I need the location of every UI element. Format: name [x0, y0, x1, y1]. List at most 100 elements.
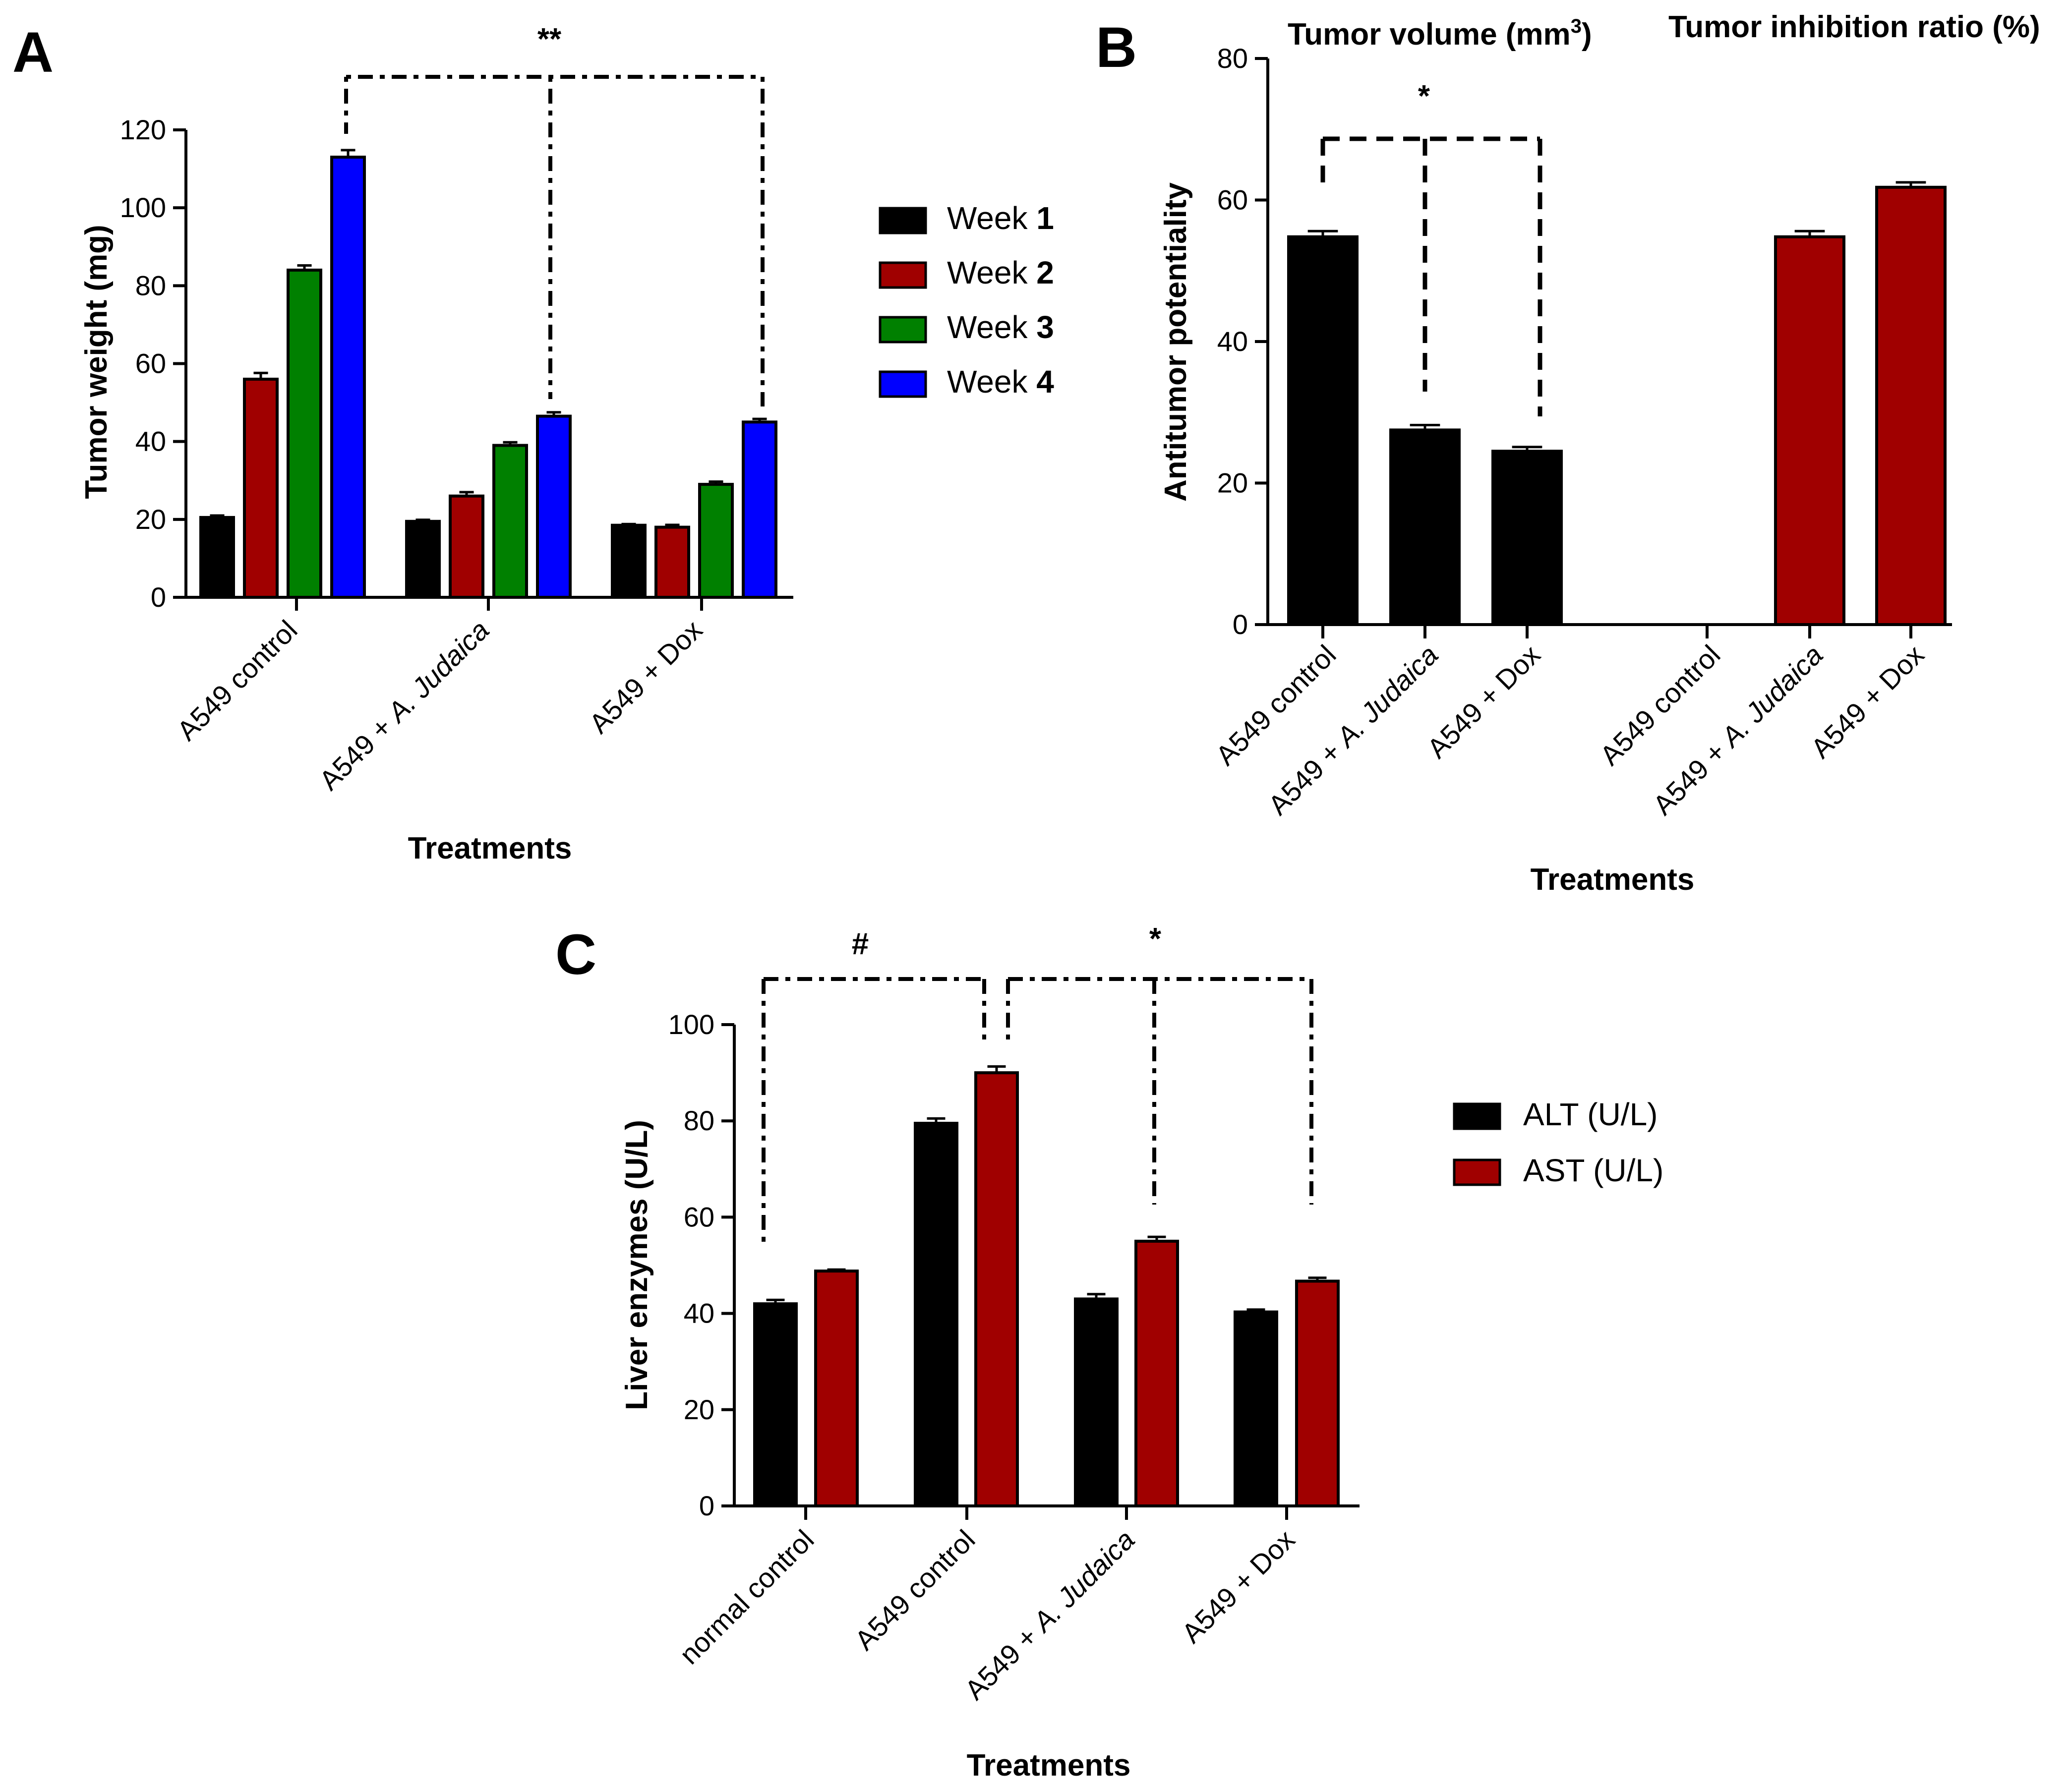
panel-a-y-tick-label: 80 — [135, 270, 166, 301]
panel-b-bar-group2-a549-a-judaica — [1774, 235, 1845, 627]
panel-c-bar-alt-u-l-normal-control-error-bar — [766, 1298, 785, 1304]
panel-c-bar-alt-u-l-normal-control — [753, 1302, 798, 1507]
panel-a-legend-swatch-week-2 — [879, 261, 927, 289]
panel-c-bar-ast-u-l-a549-a-judaica-error-bar — [1147, 1235, 1166, 1241]
panel-c-y-tick-label: 20 — [684, 1394, 714, 1425]
panel-a-y-tick-label: 20 — [135, 504, 166, 535]
panel-c-bar-alt-u-l-a549-dox — [1234, 1310, 1278, 1507]
panel-c-bar-ast-u-l-a549-dox-error-bar — [1308, 1276, 1327, 1281]
panel-a-significance: ** — [537, 22, 562, 57]
panel-c-significance-bracket-right — [1006, 977, 1313, 1205]
panel-b-significance: * — [1418, 79, 1430, 114]
panel-c-bar-alt-u-l-a549-control-error-bar — [927, 1117, 946, 1124]
panel-c-bar-alt-u-l-a549-control — [914, 1122, 958, 1507]
panel-c-y-tick-label: 60 — [684, 1201, 714, 1232]
panel-b-y-tick-label: 0 — [1233, 609, 1248, 640]
panel-b-bar-group1-a549-control-error-bar — [1307, 230, 1338, 237]
panel-b-bar-group2-a549-dox — [1875, 185, 1947, 626]
panel-a-bar-week-4-a549-dox — [742, 420, 777, 599]
panel-a-y-ticks: 0 20 40 60 80 100 120 — [120, 114, 186, 613]
panel-b-category-label: A549 + A. Judaica — [1647, 639, 1829, 821]
panel-c-bar-alt-u-l-a549-dox-error-bar — [1246, 1308, 1265, 1312]
panel-a-y-tick-label: 120 — [120, 114, 166, 145]
panel-c-legend-label-ast-u-l: AST (U/L) — [1523, 1153, 1663, 1188]
panel-b-y-tick-label: 80 — [1217, 43, 1248, 74]
panel-a-legend-swatch-week-4 — [879, 370, 927, 398]
panel-a-bar-week-3-a549-control — [287, 268, 322, 599]
panel-b-significance-bracket — [1320, 136, 1542, 416]
panel-b-y-tick-label: 20 — [1217, 467, 1248, 499]
panel-b-x-label: Treatments — [1531, 863, 1695, 897]
panel-a-x-label: Treatments — [408, 831, 572, 865]
panel-a-bar-week-4-a549-control-error-bar — [341, 149, 355, 158]
panel-c-category-label: A549 control — [849, 1524, 981, 1656]
panel-a-legend-swatch-week-1 — [879, 207, 927, 234]
panel-label-c: C — [555, 923, 596, 986]
panel-a-bar-week-3-a549-dox — [698, 483, 734, 599]
panel-a-bar-week-2-a549-dox-error-bar — [665, 523, 680, 527]
panel-a-bar-week-1-a549-dox — [611, 523, 647, 599]
panel-a-y-tick-label: 0 — [151, 581, 166, 613]
panel-a-y-tick-label: 60 — [135, 348, 166, 379]
panel-a-category-label: A549 + Dox — [583, 614, 709, 740]
panel-a-bar-week-4-a549-control — [330, 156, 366, 599]
panel-a-legend-label-week-2: Week 2 — [947, 255, 1054, 290]
panel-a-bar-week-2-a549-a-judaica — [449, 494, 484, 599]
panel-c-legend-label-alt-u-l: ALT (U/L) — [1523, 1096, 1658, 1132]
panel-c-y-tick-label: 40 — [684, 1298, 714, 1329]
panel-a-bar-week-4-a549-a-judaica-error-bar — [546, 411, 561, 416]
panel-a-bar-week-2-a549-control — [243, 377, 279, 599]
panel-b-group-title-volume: Tumor volume (mm3) — [1288, 15, 1592, 52]
panel-c-significance-bracket-left — [762, 977, 986, 1247]
panel-c-bar-ast-u-l-a549-dox — [1295, 1279, 1340, 1507]
panel-a-y-label: Tumor weight (mg) — [79, 225, 114, 499]
panel-a-bar-week-1-a549-a-judaica — [405, 519, 441, 599]
panel-a-y-tick-label: 100 — [120, 192, 166, 223]
panel-b-y-tick-label: 60 — [1217, 184, 1248, 216]
panel-c-category-label: normal control — [673, 1524, 820, 1670]
panel-c-bar-alt-u-l-a549-a-judaica — [1074, 1297, 1119, 1507]
panel-a-bar-week-3-a549-a-judaica — [492, 444, 528, 599]
panel-c-bar-ast-u-l-normal-control-error-bar — [827, 1268, 846, 1271]
panel-c-y-tick-label: 0 — [699, 1490, 714, 1521]
panel-a-legend-label-week-1: Week 1 — [947, 200, 1054, 236]
panel-b-bars — [1287, 181, 1947, 627]
panel-b-y-label: Antitumor potentiality — [1159, 182, 1193, 502]
panel-b-y-tick-label: 40 — [1217, 326, 1248, 357]
panel-a-bar-week-4-a549-dox-error-bar — [752, 417, 767, 422]
panel-label-a: A — [12, 21, 54, 84]
panel-label-b: B — [1096, 16, 1137, 79]
panel-c-bar-ast-u-l-a549-control — [974, 1071, 1019, 1508]
panel-a-legend-swatch-week-3 — [879, 316, 927, 344]
panel-b-y-ticks: 0 20 40 60 80 — [1217, 43, 1268, 640]
panel-b-group-title-inhibition: Tumor inhibition ratio (%) — [1668, 10, 2040, 44]
panel-c-legend-swatch-ast-u-l — [1453, 1158, 1501, 1186]
panel-a-y-tick-label: 40 — [135, 426, 166, 457]
panel-a-bar-week-1-a549-control-error-bar — [210, 514, 225, 518]
panel-a-bar-week-3-a549-control-error-bar — [297, 264, 312, 270]
panel-c-y-tick-label: 100 — [668, 1009, 714, 1040]
panel-c-y-tick-label: 80 — [684, 1105, 714, 1136]
panel-a-category-label: A549 + A. Judaica — [313, 614, 495, 796]
panel-c-x-label: Treatments — [967, 1748, 1131, 1783]
panel-b-bar-group1-a549-dox-error-bar — [1512, 446, 1542, 452]
panel-a-significance-bracket — [344, 75, 765, 406]
panel-a-legend: Week 1 Week 2 Week 3 Week 4 — [879, 200, 1054, 400]
panel-c-category-label: A549 + A. Judaica — [958, 1524, 1140, 1706]
panel-c-legend-swatch-alt-u-l — [1453, 1102, 1501, 1130]
panel-a-legend-label-week-4: Week 4 — [947, 364, 1054, 400]
panel-c-bar-ast-u-l-normal-control — [814, 1269, 859, 1508]
panel-b-bar-group1-a549-a-judaica-error-bar — [1410, 423, 1440, 430]
panel-b-bar-group1-a549-a-judaica — [1389, 428, 1461, 626]
panel-c-bar-ast-u-l-a549-a-judaica — [1134, 1239, 1179, 1507]
panel-a-bar-week-1-a549-a-judaica-error-bar — [415, 519, 430, 521]
panel-b-category-label: A549 + A. Judaica — [1262, 639, 1444, 821]
panel-a-bar-week-3-a549-dox-error-bar — [709, 480, 723, 485]
panel-b-bar-group2-a549-a-judaica-error-bar — [1794, 230, 1825, 237]
panel-a-legend-label-week-3: Week 3 — [947, 309, 1054, 345]
panel-a-bar-week-2-a549-dox — [654, 525, 690, 599]
panel-c-bars — [753, 1065, 1340, 1508]
